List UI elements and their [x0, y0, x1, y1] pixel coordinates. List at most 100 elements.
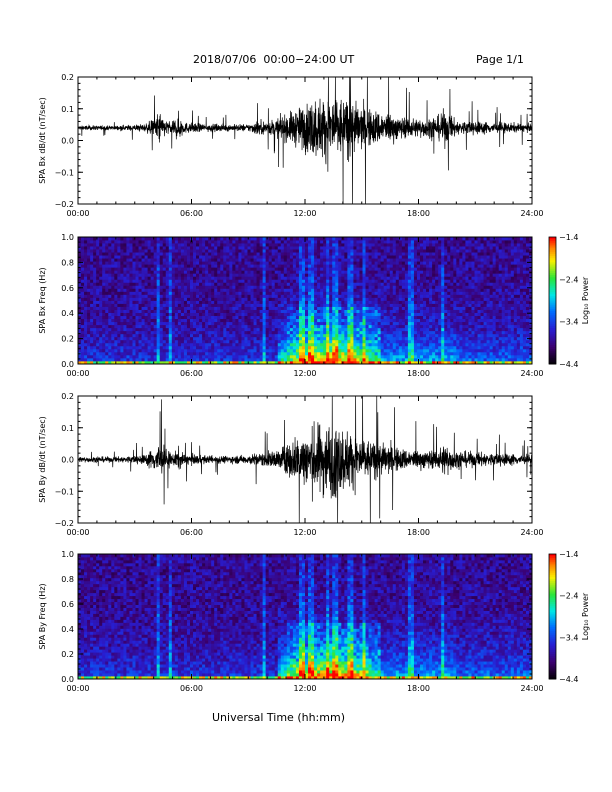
spectrogram-cell	[199, 297, 203, 301]
spectrogram-cell	[268, 291, 273, 295]
spectrogram-cell	[426, 270, 430, 274]
spectrogram-cell	[395, 318, 400, 323]
spectrogram-cell	[241, 255, 245, 259]
spectrogram-cell	[126, 318, 130, 323]
spectrogram-cell	[374, 306, 379, 310]
spectrogram-cell	[335, 273, 339, 277]
spectrogram-cell	[423, 339, 427, 344]
spectrogram-cell	[129, 240, 133, 244]
spectrogram-cell	[87, 255, 91, 259]
spectrogram-cell	[305, 291, 309, 295]
spectrogram-cell	[404, 252, 409, 256]
spectrogram-cell	[332, 342, 336, 347]
spectrogram-cell	[410, 279, 415, 283]
spectrogram-cell	[196, 249, 200, 253]
spectrogram-cell	[301, 243, 306, 247]
spectrogram-cell	[362, 279, 366, 283]
spectrogram-cell	[426, 330, 430, 335]
spectrogram-cell	[189, 333, 194, 338]
spectrogram-cell	[235, 255, 239, 259]
spectrogram-cell	[383, 300, 388, 304]
spectrogram-cell	[111, 243, 115, 247]
spectrogram-cell	[298, 354, 303, 359]
spectrogram-cell	[314, 324, 318, 329]
spectrogram-cell	[338, 258, 342, 262]
spectrogram-cell	[283, 255, 288, 259]
spectrogram-cell	[165, 351, 170, 356]
spectrogram-cell	[347, 279, 351, 283]
spectrogram-cell	[235, 279, 239, 283]
spectrogram-cell	[383, 237, 388, 241]
spectrogram-cell	[150, 297, 155, 301]
spectrogram-cell	[371, 297, 376, 301]
spectrogram-cell	[323, 324, 327, 329]
spectrogram-cell	[129, 315, 133, 320]
spectrogram-cell	[338, 330, 342, 335]
spectrogram-cell	[90, 276, 94, 280]
spectrogram-cell	[232, 303, 236, 307]
spectrogram-cell	[196, 270, 200, 274]
spectrogram-cell	[262, 315, 267, 320]
spectrogram-cell	[265, 306, 270, 310]
spectrogram-cell	[183, 357, 188, 362]
spectrogram-cell	[426, 264, 430, 268]
spectrogram-cell	[162, 300, 167, 304]
spectrogram-cell	[253, 288, 257, 292]
spectrogram-cell	[347, 324, 351, 329]
spectrogram-cell	[301, 336, 306, 341]
spectrogram-cell	[277, 333, 282, 338]
spectrogram-cell	[262, 240, 267, 244]
spectrogram-cell	[217, 324, 221, 329]
spectrogram-cell	[404, 282, 409, 286]
spectrogram-cell	[220, 297, 224, 301]
spectrogram-cell	[289, 312, 294, 317]
spectrogram-cell	[196, 237, 200, 241]
spectrogram-cell	[311, 327, 315, 332]
spectrogram-cell	[353, 309, 357, 313]
spectrogram-cell	[114, 258, 118, 262]
spectrogram-cell	[196, 264, 200, 268]
spectrogram-cell	[268, 270, 273, 274]
spectrogram-cell	[401, 345, 406, 350]
spectrogram-cell	[217, 246, 221, 250]
spectrogram-cell	[332, 351, 336, 356]
spectrogram-cell	[165, 348, 170, 353]
spectrogram-cell	[102, 318, 106, 323]
spectrogram-cell	[323, 264, 327, 268]
spectrogram-cell	[174, 351, 179, 356]
spectrogram-cell	[144, 318, 149, 323]
spectrogram-cell	[99, 267, 103, 271]
spectrogram-cell	[329, 315, 333, 320]
spectrogram-cell	[102, 237, 106, 241]
spectrogram-cell	[150, 339, 155, 344]
spectrogram-cell	[359, 249, 363, 253]
spectrogram-cell	[271, 282, 276, 286]
spectrogram-cell	[93, 273, 97, 277]
spectrogram-cell	[102, 279, 106, 283]
spectrogram-cell	[335, 279, 339, 283]
spectrogram-cell	[295, 336, 300, 341]
spectrogram-cell	[298, 261, 303, 265]
spectrogram-cell	[141, 348, 145, 353]
spectrogram-cell	[232, 345, 236, 350]
spectrogram-cell	[211, 246, 215, 250]
spectrogram-cell	[177, 240, 182, 244]
spectrogram-cell	[395, 246, 400, 250]
spectrogram-cell	[420, 324, 424, 329]
spectrogram-cell	[174, 291, 179, 295]
spectrogram-cell	[99, 258, 103, 262]
spectrogram-cell	[374, 345, 379, 350]
spectrogram-cell	[202, 273, 206, 277]
spectrogram-cell	[168, 276, 173, 280]
spectrogram-cell	[389, 312, 394, 317]
spectrogram-cell	[256, 261, 260, 265]
spectrogram-cell	[347, 264, 351, 268]
spectrogram-cell	[410, 318, 415, 323]
spectrogram-cell	[371, 348, 376, 353]
spectrogram-cell	[253, 258, 257, 262]
spectrogram-cell	[295, 333, 300, 338]
spectrogram-cell	[259, 351, 264, 356]
spectrogram-cell	[165, 354, 170, 359]
spectrogram-cell	[87, 279, 91, 283]
spectrogram-cell	[416, 303, 421, 307]
